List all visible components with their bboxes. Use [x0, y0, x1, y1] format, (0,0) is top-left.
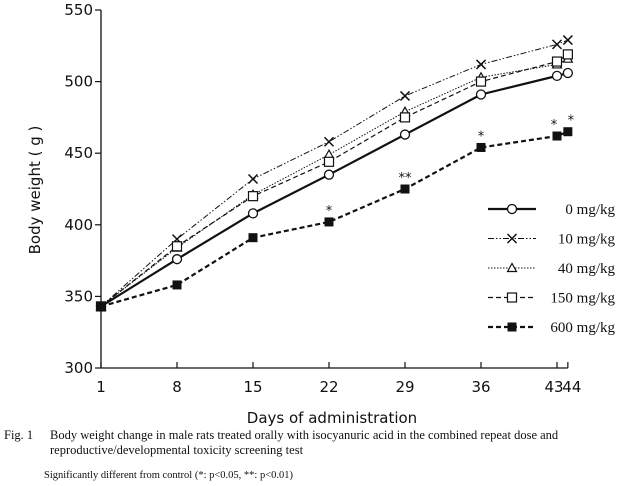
x-stroke — [562, 35, 573, 46]
data-point-filled-square — [400, 184, 410, 194]
legend: 0 mg/kg 10 mg/kg 40 mg/kg 150 mg/kg 600 mg/k… — [488, 202, 615, 336]
legend-label: 10 mg/kg — [558, 232, 616, 248]
significance-marker: * — [568, 114, 575, 129]
legend-label: 0 mg/kg — [565, 202, 615, 218]
series-line — [100, 58, 569, 307]
data-point-filled-square — [248, 233, 258, 243]
data-point-x — [506, 233, 518, 244]
significance-marker: ** — [399, 171, 413, 186]
data-point-square — [475, 76, 487, 87]
figure-label: Fig. 1 — [4, 428, 34, 442]
data-point-filled-square — [552, 131, 562, 141]
data-point-filled-square — [476, 142, 486, 152]
y-tick-label: 550 — [64, 1, 93, 19]
y-tick-label: 500 — [64, 73, 93, 91]
series-40-mg-kg — [95, 52, 574, 311]
legend-item: 10 mg/kg — [488, 232, 615, 248]
legend-item: 0 mg/kg — [488, 202, 615, 218]
data-point-circle — [551, 70, 563, 82]
x-axis-title: Days of administration — [247, 409, 417, 427]
x-tick-label: 36 — [471, 378, 490, 396]
figure-caption: Fig. 1 Body weight change in male rats tr… — [4, 428, 614, 458]
y-tick-label: 350 — [64, 287, 93, 305]
data-point-x — [475, 59, 487, 70]
series-line — [100, 39, 569, 307]
data-point-filled-square — [96, 301, 106, 311]
data-point-x — [323, 136, 335, 147]
legend-item: 150 mg/kg — [488, 291, 615, 307]
x-tick-label: 22 — [319, 378, 338, 396]
y-tick-label: 400 — [64, 216, 93, 234]
data-point-circle — [247, 208, 259, 219]
legend-label: 150 mg/kg — [550, 291, 615, 307]
y-axis-title: Body weight ( g ) — [26, 126, 44, 255]
x-stroke — [247, 173, 259, 185]
data-point-filled-square — [507, 322, 517, 332]
significance-marker: * — [478, 129, 485, 144]
x-tick-label: 1 — [96, 378, 106, 396]
x-tick-label: 44 — [562, 378, 581, 396]
data-point-filled-square — [563, 127, 573, 137]
data-point-square — [323, 156, 335, 167]
x-stroke — [323, 136, 335, 147]
y-tick-label: 450 — [64, 144, 93, 162]
x-stroke — [506, 233, 518, 244]
x-stroke — [399, 90, 411, 101]
legend-label: 600 mg/kg — [550, 320, 615, 336]
legend-label: 40 mg/kg — [558, 261, 616, 277]
data-point-square — [171, 241, 183, 252]
series-layer: ***** * — [95, 35, 575, 312]
series-line — [100, 71, 569, 308]
y-tick-label: 300 — [64, 359, 93, 377]
data-point-circle — [475, 89, 487, 100]
series-line — [100, 130, 569, 308]
data-point-square — [399, 112, 411, 123]
data-point-square — [562, 49, 573, 60]
series-0-mg-kg — [95, 67, 574, 312]
significance-marker: * — [326, 204, 333, 219]
data-point-square — [247, 191, 259, 202]
data-point-x — [399, 90, 411, 101]
series-10-mg-kg — [95, 35, 573, 312]
series-600-mg-kg: ***** * — [96, 114, 575, 311]
x-tick-label: 15 — [243, 378, 262, 396]
x-stroke — [551, 39, 563, 50]
data-point-filled-square — [324, 217, 334, 227]
data-point-triangle — [506, 262, 518, 273]
data-point-circle — [323, 169, 335, 180]
significance-note: Significantly different from control (*:… — [44, 470, 294, 481]
data-point-circle — [506, 203, 518, 215]
series-line — [100, 53, 569, 307]
legend-item: 600 mg/kg — [488, 320, 615, 336]
x-stroke — [475, 59, 487, 70]
x-tick-label: 43 — [544, 378, 563, 396]
data-point-x — [551, 39, 563, 50]
data-point-circle — [399, 129, 411, 140]
data-point-circle — [562, 67, 574, 79]
x-tick-label: 29 — [395, 378, 414, 396]
data-point-square — [551, 56, 563, 67]
caption-text: Body weight change in male rats treated … — [50, 428, 559, 457]
data-point-x — [562, 35, 573, 46]
data-point-x — [247, 173, 259, 185]
data-point-filled-square — [172, 280, 182, 290]
x-tick-label: 8 — [172, 378, 182, 396]
data-point-circle — [171, 254, 183, 265]
legend-item: 40 mg/kg — [488, 261, 615, 277]
significance-marker: * — [551, 118, 558, 133]
data-point-square — [506, 292, 518, 303]
